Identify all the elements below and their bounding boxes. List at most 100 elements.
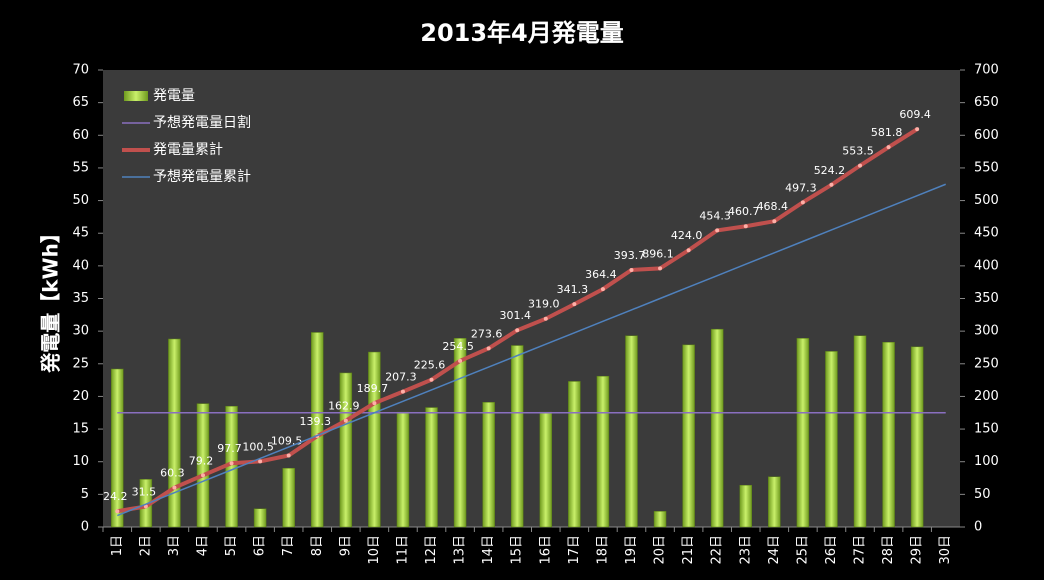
value-label: 497.3 bbox=[785, 181, 817, 194]
y-tick-label: 30 bbox=[72, 324, 89, 339]
x-tick-label: 10日 bbox=[367, 535, 382, 565]
bar bbox=[339, 372, 353, 528]
line-marker bbox=[543, 316, 548, 321]
y2-tick-label: 250 bbox=[974, 356, 999, 371]
line-marker bbox=[915, 127, 920, 132]
y-tick-label: 5 bbox=[81, 487, 89, 502]
bar bbox=[739, 484, 752, 528]
x-tick-label: 6日 bbox=[253, 535, 268, 556]
bar bbox=[196, 403, 210, 528]
line-marker bbox=[515, 328, 520, 333]
x-tick-label: 30日 bbox=[938, 535, 953, 565]
y2-tick-label: 0 bbox=[974, 520, 982, 535]
line-marker bbox=[115, 509, 120, 514]
x-tick-label: 20日 bbox=[653, 535, 668, 565]
value-label: 319.0 bbox=[528, 298, 560, 311]
bar bbox=[882, 341, 895, 528]
value-label: 454.3 bbox=[699, 209, 731, 222]
line-marker bbox=[658, 266, 663, 271]
y-tick-label: 15 bbox=[72, 422, 89, 437]
bar bbox=[853, 335, 867, 528]
x-tick-label: 1日 bbox=[110, 535, 125, 556]
value-label: 301.4 bbox=[499, 309, 531, 322]
x-tick-label: 18日 bbox=[595, 535, 610, 565]
y2-tick-label: 450 bbox=[974, 226, 999, 241]
line-series bbox=[117, 183, 946, 517]
bar bbox=[596, 375, 610, 528]
line-marker bbox=[629, 267, 634, 272]
x-tick-label: 3日 bbox=[167, 535, 182, 556]
line-marker bbox=[343, 418, 348, 423]
line-marker bbox=[172, 485, 177, 490]
bar bbox=[768, 476, 781, 528]
y-axis-title: 発電量【kWh】 bbox=[39, 223, 63, 374]
value-label: 207.3 bbox=[385, 371, 417, 384]
line-marker bbox=[286, 453, 291, 458]
x-tick-label: 27日 bbox=[853, 535, 868, 565]
y2-tick-label: 600 bbox=[974, 128, 999, 143]
value-label: 468.4 bbox=[757, 200, 789, 213]
value-label: 109.5 bbox=[271, 435, 303, 448]
value-label: 553.5 bbox=[842, 145, 874, 158]
value-label: 424.0 bbox=[671, 229, 703, 242]
line-marker bbox=[600, 287, 605, 292]
line-marker bbox=[886, 145, 891, 150]
x-tick-label: 7日 bbox=[281, 535, 296, 556]
value-label: 524.2 bbox=[814, 164, 846, 177]
value-label: 100.5 bbox=[242, 440, 274, 453]
value-label: 162.9 bbox=[328, 400, 360, 413]
y2-tick-label: 50 bbox=[974, 487, 991, 502]
bar bbox=[482, 402, 495, 528]
line-marker bbox=[372, 401, 377, 406]
line-marker bbox=[143, 504, 148, 509]
x-tick-label: 19日 bbox=[624, 535, 639, 565]
line-marker bbox=[686, 248, 691, 253]
bar bbox=[253, 508, 267, 528]
line-marker bbox=[715, 228, 720, 233]
value-label: 79.2 bbox=[189, 454, 214, 467]
bar bbox=[396, 411, 410, 528]
line-marker bbox=[429, 377, 434, 382]
y-tick-label: 0 bbox=[81, 520, 89, 535]
value-label: 60.3 bbox=[160, 467, 185, 480]
line-marker bbox=[829, 182, 834, 187]
line-marker bbox=[200, 473, 205, 478]
y2-tick-label: 400 bbox=[974, 258, 999, 273]
y2-tick-label: 500 bbox=[974, 193, 999, 208]
y-tick-label: 70 bbox=[72, 63, 89, 78]
x-tick-label: 14日 bbox=[481, 535, 496, 565]
bar bbox=[710, 328, 724, 528]
x-tick-label: 23日 bbox=[738, 535, 753, 565]
x-tick-label: 15日 bbox=[510, 535, 525, 565]
x-tick-label: 24日 bbox=[767, 535, 782, 565]
chart-title: 2013年4月発電量 bbox=[420, 19, 624, 47]
y2-tick-label: 300 bbox=[974, 324, 999, 339]
y2-tick-label: 650 bbox=[974, 95, 999, 110]
y-tick-label: 25 bbox=[72, 356, 89, 371]
x-tick-label: 11日 bbox=[395, 535, 410, 565]
value-label: 97.7 bbox=[217, 442, 242, 455]
line-marker bbox=[743, 224, 748, 229]
legend-label: 発電量累計 bbox=[153, 142, 223, 158]
value-label: 273.6 bbox=[471, 327, 503, 340]
y-tick-label: 20 bbox=[72, 389, 89, 404]
x-tick-label: 25日 bbox=[795, 535, 810, 565]
y2-tick-label: 350 bbox=[974, 291, 999, 306]
y-tick-label: 55 bbox=[72, 160, 89, 175]
line-marker bbox=[458, 358, 463, 363]
y2-tick-label: 550 bbox=[974, 160, 999, 175]
x-tick-label: 21日 bbox=[681, 535, 696, 565]
value-label: 896.1 bbox=[642, 247, 674, 260]
y-tick-label: 40 bbox=[72, 258, 89, 273]
y2-tick-label: 150 bbox=[974, 422, 999, 437]
legend-swatch bbox=[124, 91, 148, 101]
line-marker bbox=[858, 163, 863, 168]
value-label: 24.2 bbox=[103, 490, 128, 503]
bar bbox=[282, 467, 295, 528]
value-label: 364.4 bbox=[585, 268, 617, 281]
legend-label: 予想発電量累計 bbox=[153, 169, 251, 185]
value-label: 341.3 bbox=[557, 283, 589, 296]
legend-label: 発電量 bbox=[153, 88, 195, 104]
value-label: 460.7 bbox=[728, 205, 760, 218]
